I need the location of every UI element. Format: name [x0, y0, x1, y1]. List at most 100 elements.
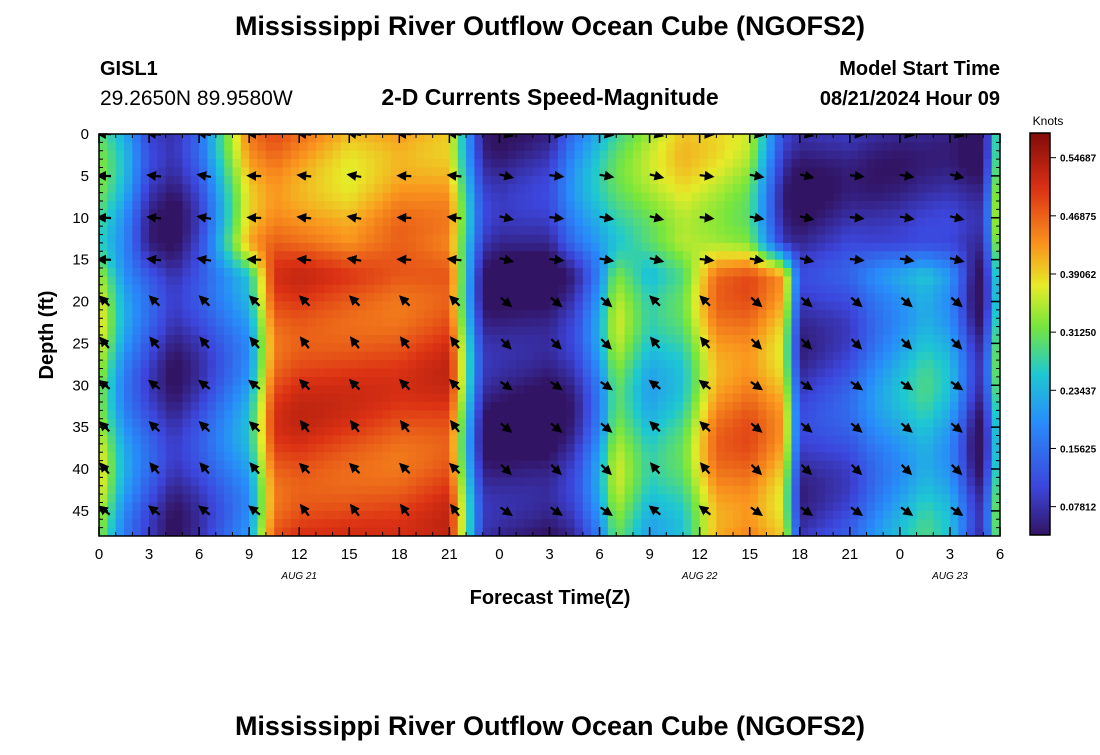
heatmap-cell	[591, 394, 600, 403]
heatmap-cell	[232, 176, 241, 185]
heatmap-cell	[867, 251, 876, 260]
heatmap-cell	[850, 410, 859, 419]
heatmap-cell	[858, 310, 867, 319]
heatmap-cell	[283, 151, 292, 160]
heatmap-cell	[232, 519, 241, 528]
heatmap-cell	[157, 226, 166, 235]
heatmap-cell	[116, 235, 125, 244]
heatmap-cell	[700, 318, 709, 327]
heatmap-cell	[575, 377, 584, 386]
heatmap-cell	[816, 193, 825, 202]
heatmap-cell	[633, 335, 642, 344]
heatmap-cell	[750, 369, 759, 378]
heatmap-cell	[608, 142, 617, 151]
heatmap-cell	[892, 226, 901, 235]
heatmap-cell	[958, 377, 967, 386]
heatmap-cell	[917, 327, 926, 336]
heatmap-cell	[366, 486, 375, 495]
heatmap-cell	[424, 318, 433, 327]
heatmap-cell	[274, 218, 283, 227]
heatmap-cell	[157, 243, 166, 252]
heatmap-cell	[416, 444, 425, 453]
heatmap-cell	[775, 511, 784, 520]
heatmap-cell	[299, 268, 308, 277]
heatmap-cell	[366, 503, 375, 512]
heatmap-cell	[950, 352, 959, 361]
heatmap-cell	[374, 385, 383, 394]
heatmap-cell	[424, 369, 433, 378]
heatmap-cell	[349, 327, 358, 336]
heatmap-cell	[925, 343, 934, 352]
heatmap-cell	[841, 469, 850, 478]
heatmap-cell	[416, 494, 425, 503]
heatmap-cell	[733, 385, 742, 394]
heatmap-cell	[174, 302, 183, 311]
heatmap-cell	[558, 410, 567, 419]
heatmap-cell	[433, 511, 442, 520]
heatmap-cell	[900, 318, 909, 327]
heatmap-cell	[249, 268, 258, 277]
heatmap-cell	[766, 302, 775, 311]
heatmap-cell	[766, 477, 775, 486]
heatmap-cell	[274, 335, 283, 344]
heatmap-cell	[391, 486, 400, 495]
heatmap-cell	[324, 235, 333, 244]
heatmap-cell	[783, 201, 792, 210]
heatmap-cell	[324, 226, 333, 235]
heatmap-cell	[683, 159, 692, 168]
heatmap-cell	[132, 226, 141, 235]
heatmap-cell	[833, 151, 842, 160]
heatmap-cell	[766, 511, 775, 520]
heatmap-cell	[942, 168, 951, 177]
heatmap-cell	[433, 469, 442, 478]
heatmap-cell	[808, 226, 817, 235]
heatmap-cell	[524, 461, 533, 470]
heatmap-cell	[216, 318, 225, 327]
heatmap-cell	[316, 410, 325, 419]
heatmap-cell	[258, 327, 267, 336]
heatmap-cell	[892, 360, 901, 369]
heatmap-cell	[700, 276, 709, 285]
heatmap-cell	[524, 377, 533, 386]
heatmap-cell	[383, 494, 392, 503]
heatmap-cell	[224, 519, 233, 528]
heatmap-cell	[274, 427, 283, 436]
heatmap-cell	[283, 184, 292, 193]
heatmap-cell	[174, 419, 183, 428]
heatmap-cell	[708, 209, 717, 218]
heatmap-cell	[950, 201, 959, 210]
heatmap-cell	[783, 369, 792, 378]
heatmap-cell	[541, 469, 550, 478]
heatmap-cell	[374, 335, 383, 344]
heatmap-cell	[641, 369, 650, 378]
heatmap-cell	[132, 461, 141, 470]
heatmap-cell	[107, 142, 116, 151]
heatmap-cell	[466, 419, 475, 428]
heatmap-cell	[216, 444, 225, 453]
heatmap-cell	[141, 427, 150, 436]
heatmap-cell	[808, 335, 817, 344]
heatmap-cell	[182, 410, 191, 419]
heatmap-cell	[816, 302, 825, 311]
heatmap-cell	[808, 444, 817, 453]
heatmap-cell	[374, 226, 383, 235]
heatmap-cell	[925, 209, 934, 218]
heatmap-cell	[241, 377, 250, 386]
heatmap-cell	[316, 293, 325, 302]
heatmap-cell	[533, 209, 542, 218]
heatmap-cell	[358, 251, 367, 260]
heatmap-cell	[516, 503, 525, 512]
heatmap-cell	[391, 352, 400, 361]
heatmap-cell	[917, 302, 926, 311]
heatmap-cell	[199, 193, 208, 202]
heatmap-cell	[541, 452, 550, 461]
heatmap-cell	[124, 369, 133, 378]
heatmap-cell	[691, 519, 700, 528]
heatmap-cell	[166, 385, 175, 394]
heatmap-cell	[816, 419, 825, 428]
heatmap-cell	[950, 519, 959, 528]
heatmap-cell	[616, 235, 625, 244]
heatmap-cell	[524, 360, 533, 369]
heatmap-cell	[416, 327, 425, 336]
heatmap-cell	[299, 285, 308, 294]
